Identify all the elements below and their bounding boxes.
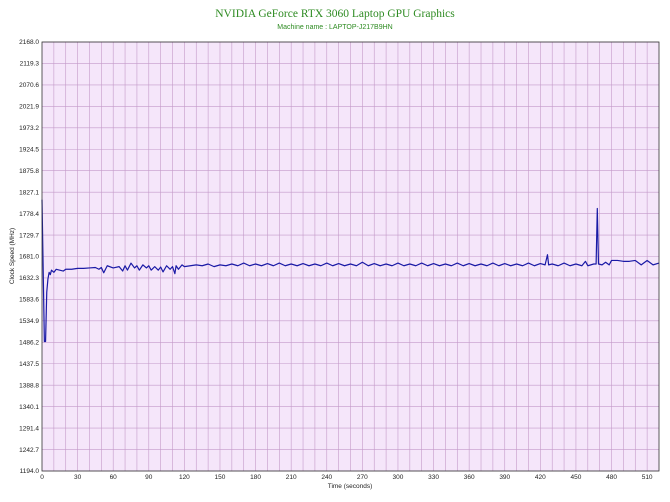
x-tick-label: 510 <box>642 474 653 481</box>
x-tick-label: 450 <box>571 474 582 481</box>
y-tick-label: 1291.4 <box>19 425 39 432</box>
y-tick-label: 1827.1 <box>19 189 39 196</box>
y-tick-label: 1632.3 <box>19 275 39 282</box>
y-tick-label: 1583.6 <box>19 297 39 304</box>
x-axis-label: Time (seconds) <box>328 483 373 490</box>
x-tick-label: 330 <box>428 474 439 481</box>
y-tick-label: 1194.0 <box>20 468 40 475</box>
y-tick-label: 2070.6 <box>19 82 39 89</box>
x-tick-label: 360 <box>464 474 475 481</box>
y-tick-label: 1875.8 <box>19 168 39 175</box>
y-tick-labels: 1194.0 1242.7 1291.4 1340.1 1388.8 1437.5 1486… <box>19 39 39 475</box>
x-tick-label: 150 <box>215 474 226 481</box>
y-tick-label: 2168.0 <box>19 39 39 46</box>
x-tick-label: 480 <box>606 474 617 481</box>
y-tick-label: 1534.9 <box>19 318 39 325</box>
y-tick-label: 2021.9 <box>19 104 39 111</box>
x-tick-label: 0 <box>40 474 44 481</box>
y-tick-label: 1388.8 <box>19 382 39 389</box>
y-tick-label: 1681.0 <box>19 254 39 261</box>
y-axis-label: Clock Speed (MHz) <box>9 228 16 284</box>
x-tick-label: 90 <box>145 474 153 481</box>
series-line <box>41 199 660 343</box>
y-tick-label: 1778.4 <box>19 211 39 218</box>
x-tick-label: 390 <box>499 474 510 481</box>
y-tick-label: 1437.5 <box>19 361 39 368</box>
x-tick-label: 300 <box>393 474 404 481</box>
y-tick-label: 1729.7 <box>19 232 39 239</box>
chart-subtitle: Machine name : LAPTOP-J217B9HN <box>277 24 392 31</box>
grid-lines <box>42 41 659 472</box>
x-tick-label: 30 <box>74 474 82 481</box>
y-tick-label: 2119.3 <box>20 61 40 68</box>
x-tick-label: 120 <box>179 474 190 481</box>
plot-border <box>41 41 660 472</box>
x-tick-label: 210 <box>286 474 297 481</box>
chart-title: NVIDIA GeForce RTX 3060 Laptop GPU Graph… <box>215 8 455 20</box>
x-tick-labels: 0 30 60 90 120 150 180 210 240 270 300 330 360 390 420… <box>40 474 653 481</box>
y-tick-label: 1924.5 <box>19 146 39 153</box>
x-tick-label: 60 <box>110 474 118 481</box>
y-tick-label: 1486.2 <box>19 340 39 347</box>
x-tick-label: 180 <box>250 474 261 481</box>
x-tick-label: 240 <box>321 474 332 481</box>
x-tick-label: 270 <box>357 474 368 481</box>
x-tick-label: 420 <box>535 474 546 481</box>
y-tick-label: 1242.7 <box>19 447 39 454</box>
y-tick-label: 1340.1 <box>19 404 39 411</box>
y-tick-label: 1973.2 <box>19 125 39 132</box>
